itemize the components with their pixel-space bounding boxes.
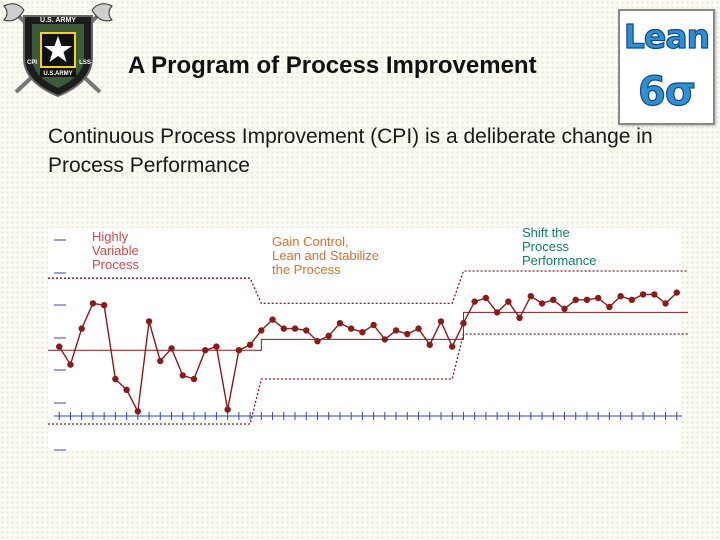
slide-subtitle: Continuous Process Improvement (CPI) is … xyxy=(48,125,653,177)
lower-control-limit xyxy=(48,333,688,425)
data-point xyxy=(56,343,63,350)
data-point xyxy=(78,325,85,332)
data-point xyxy=(89,300,97,307)
data-point xyxy=(651,291,658,298)
data-point xyxy=(336,320,344,327)
data-point xyxy=(134,408,142,415)
data-point xyxy=(404,330,411,338)
data-point xyxy=(280,325,287,332)
phase-annotation: Shift the Process Performance xyxy=(522,225,596,268)
phase-annotation-line: Shift the xyxy=(522,225,570,240)
phase-annotation-line: Highly xyxy=(92,229,129,244)
phase-annotation: Gain Control, Lean and Stabilize the Proce… xyxy=(272,234,379,277)
badge-lean-text: Lean xyxy=(623,16,710,56)
phase-annotation-line: Gain Control, xyxy=(272,234,349,249)
data-point xyxy=(291,325,299,332)
data-point xyxy=(325,332,332,339)
phase-annotation-line: Variable xyxy=(92,243,139,258)
star-icon xyxy=(44,36,72,62)
data-point xyxy=(246,341,254,348)
data-point xyxy=(213,343,220,350)
phase-annotation-line: Process xyxy=(92,257,139,272)
logo-left-text: CPI xyxy=(27,60,37,66)
data-point xyxy=(482,294,490,302)
data-point xyxy=(314,338,321,345)
data-point xyxy=(145,318,153,325)
data-point xyxy=(258,327,265,334)
data-point xyxy=(527,293,535,300)
data-point xyxy=(516,314,523,321)
data-point xyxy=(201,347,209,354)
data-point xyxy=(561,305,568,312)
data-point xyxy=(426,341,433,348)
data-point xyxy=(617,293,624,300)
data-point xyxy=(112,375,119,383)
data-point xyxy=(67,361,74,368)
data-point xyxy=(415,325,422,332)
data-point xyxy=(370,321,377,329)
phase-annotation-line: Lean and Stabilize xyxy=(272,248,379,263)
upper-control-limit xyxy=(48,270,688,305)
data-point xyxy=(493,309,501,316)
data-point xyxy=(224,406,231,413)
badge-sigma-text: 6σ xyxy=(637,68,696,115)
phase-annotation-line: Process xyxy=(522,239,569,254)
phase-annotation-line: the Process xyxy=(272,262,341,277)
data-point xyxy=(471,298,478,305)
data-point xyxy=(662,300,669,307)
data-point xyxy=(303,327,310,334)
data-point xyxy=(628,296,636,303)
data-point xyxy=(639,291,647,298)
data-point xyxy=(606,303,613,311)
data-point xyxy=(381,336,389,343)
slide-title: A Program of Process Improvement xyxy=(128,52,537,79)
data-point xyxy=(359,329,366,336)
logo-star-label: U.S.ARMY xyxy=(43,71,72,77)
data-point xyxy=(190,375,198,383)
data-point xyxy=(347,325,355,332)
data-point xyxy=(269,316,276,323)
lean-six-sigma-badge: Lean 6σ xyxy=(618,9,715,125)
data-point xyxy=(235,347,243,354)
data-point xyxy=(123,386,130,393)
data-point xyxy=(392,327,400,334)
data-point xyxy=(505,298,512,305)
data-point xyxy=(100,302,108,309)
army-logo: U.S. ARMY U.S.ARMY CPI LSS xyxy=(3,3,113,98)
logo-top-text: U.S. ARMY xyxy=(40,17,76,24)
data-point xyxy=(179,372,186,379)
data-point xyxy=(583,296,591,303)
data-point xyxy=(449,343,456,350)
data-point xyxy=(437,318,445,325)
data-point xyxy=(460,320,467,327)
data-point xyxy=(550,296,557,303)
center-line xyxy=(48,311,688,351)
phase-annotation: Highly Variable Process xyxy=(92,229,139,272)
data-point xyxy=(572,296,579,303)
data-point xyxy=(168,345,175,352)
data-point xyxy=(157,357,164,365)
data-point xyxy=(538,300,546,307)
data-point xyxy=(594,294,602,302)
logo-right-text: LSS xyxy=(79,60,91,66)
phase-annotation-line: Performance xyxy=(522,253,596,268)
data-point xyxy=(673,289,680,296)
